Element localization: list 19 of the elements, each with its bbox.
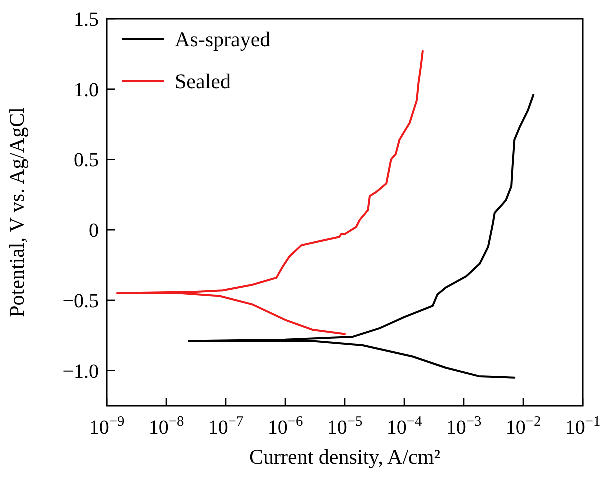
y-tick-label: −1.0 [62, 360, 99, 383]
y-axis-title: Potential, V vs. Ag/AgCl [5, 107, 29, 318]
x-tick-label: 10$^{−6}$ [268, 414, 304, 439]
y-tick-label: −0.5 [62, 290, 99, 312]
y-tick-label: 0.5 [74, 150, 99, 172]
x-tick-label: 10$^{−2}$ [506, 414, 542, 439]
y-tick-label: 1.5 [74, 9, 99, 31]
legend-label: As-sprayed [175, 27, 272, 52]
x-tick-label: 10$^{−1}$ [565, 414, 601, 439]
x-tick-label: 10$^{−9}$ [89, 414, 125, 439]
x-axis-title: Current density, A/cm² [250, 445, 440, 469]
x-tick-label: 10$^{−4}$ [386, 414, 422, 439]
legend-label: Sealed [175, 69, 232, 94]
x-tick-label: 10$^{−5}$ [327, 414, 363, 439]
x-tick-label: 10$^{−7}$ [208, 414, 244, 439]
y-tick-label: 0 [89, 220, 99, 242]
x-tick-label: 10$^{−8}$ [148, 414, 184, 439]
y-tick-label: 1.0 [74, 79, 99, 102]
x-tick-label: 10$^{−3}$ [446, 414, 482, 439]
